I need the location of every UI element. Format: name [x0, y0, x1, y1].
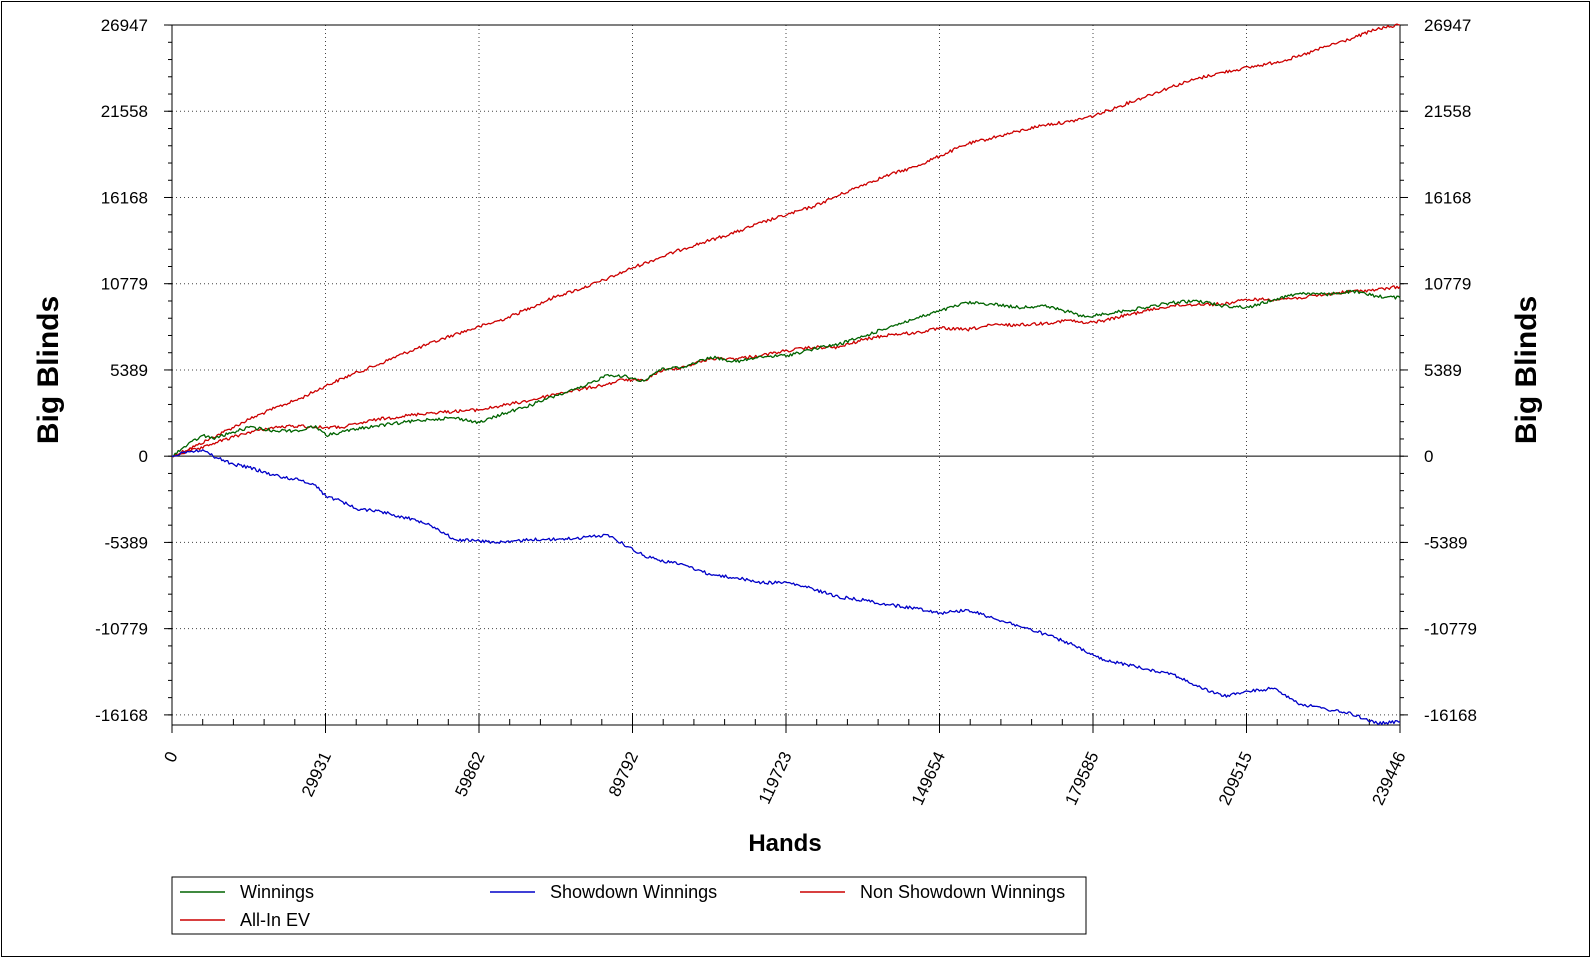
- x-tick-label: 239446: [1368, 749, 1409, 808]
- x-tick-label: 149654: [908, 749, 949, 808]
- y-tick-label-left: 26947: [101, 16, 148, 35]
- series-line-all-in-ev: [171, 23, 1401, 457]
- y-tick-label-right: 16168: [1424, 188, 1471, 207]
- y-tick-label-left: -16168: [95, 706, 148, 725]
- y-tick-label-right: -10779: [1424, 620, 1477, 639]
- y-tick-label-right: 21558: [1424, 102, 1471, 121]
- y-axis-title-right: Big Blinds: [1510, 296, 1543, 444]
- legend-label-showdown-winnings: Showdown Winnings: [550, 882, 717, 902]
- series-lines: [171, 23, 1401, 726]
- axes: [164, 24, 1408, 733]
- grid: [172, 24, 1400, 725]
- y-tick-label-left: -10779: [95, 620, 148, 639]
- legend-label-all-in-ev: All-In EV: [240, 910, 310, 930]
- x-tick-label: 119723: [755, 749, 796, 807]
- x-tick-label: 59862: [451, 749, 488, 800]
- legend: Winnings Showdown Winnings Non Showdown Wi…: [171, 876, 1087, 935]
- legend-label-winnings: Winnings: [240, 882, 314, 902]
- y-tick-label-right: 0: [1424, 447, 1433, 466]
- y-tick-label-right: 5389: [1424, 361, 1462, 380]
- x-tick-label: 209515: [1215, 749, 1256, 808]
- x-tick-label: 179585: [1061, 749, 1102, 808]
- series-line-non-showdown-winnings: [171, 285, 1401, 458]
- x-tick-label: 0: [160, 749, 181, 766]
- y-tick-label-right: 10779: [1424, 275, 1471, 294]
- tick-labels: 26947 26947 21558 21558 16168 16168 10779 10779…: [95, 16, 1477, 808]
- legend-label-non-showdown-winnings: Non Showdown Winnings: [860, 882, 1065, 902]
- legend-box: [171, 876, 1087, 935]
- series-line-showdown-winnings: [171, 449, 1401, 726]
- y-tick-label-right: 26947: [1424, 16, 1471, 35]
- y-tick-label-right: -5389: [1424, 533, 1467, 552]
- y-tick-label-left: 21558: [101, 102, 148, 121]
- y-tick-label-left: 16168: [101, 188, 148, 207]
- y-axis-title-left: Big Blinds: [32, 296, 65, 444]
- series-line-winnings: [172, 289, 1401, 457]
- y-tick-label-left: 5389: [110, 361, 148, 380]
- y-tick-label-right: -16168: [1424, 706, 1477, 725]
- y-tick-label-left: -5389: [105, 533, 148, 552]
- y-tick-label-left: 0: [139, 447, 148, 466]
- x-axis-title: Hands: [748, 830, 821, 857]
- y-tick-label-left: 10779: [101, 275, 148, 294]
- x-tick-label: 89792: [605, 749, 642, 800]
- x-tick-label: 29931: [298, 749, 335, 800]
